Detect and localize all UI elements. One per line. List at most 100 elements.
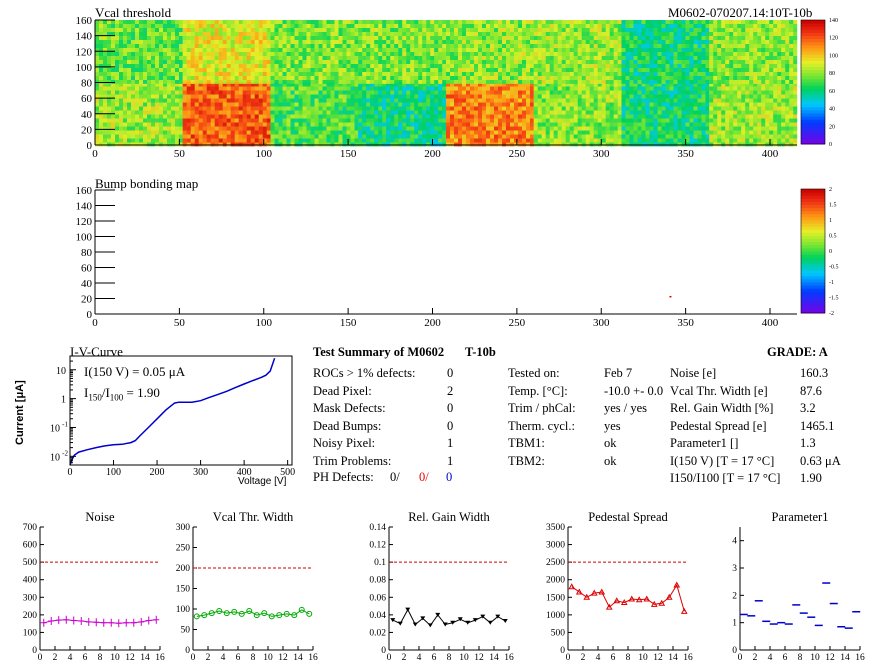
pixel-cell <box>143 64 147 68</box>
pixel-cell <box>418 90 423 95</box>
pixel-cell <box>210 40 215 44</box>
pixel-cell <box>290 90 295 95</box>
pixel-cell <box>306 82 311 87</box>
pixel-cell <box>354 76 359 80</box>
pixel-cell <box>641 20 646 24</box>
pixel-cell <box>769 102 774 107</box>
pixel-cell <box>406 64 411 68</box>
pixel-cell <box>645 126 650 131</box>
pixel-cell <box>254 64 259 68</box>
pixel-cell <box>605 44 610 48</box>
pixel-cell <box>478 60 482 64</box>
pixel-cell <box>246 90 251 95</box>
pixel-cell <box>725 114 730 119</box>
pixel-cell <box>522 134 526 139</box>
pixel-cell <box>537 64 542 68</box>
pixel-cell <box>182 24 187 28</box>
pixel-cell <box>450 52 454 56</box>
pixel-cell <box>326 64 331 68</box>
pixel-cell <box>306 106 311 111</box>
pixel-cell <box>242 20 247 24</box>
pixel-cell <box>390 24 395 28</box>
pixel-cell <box>530 44 534 48</box>
pixel-cell <box>322 90 327 95</box>
pixel-cell <box>386 130 391 135</box>
pixel-cell <box>346 64 351 68</box>
pixel-cell <box>713 90 718 95</box>
pixel-cell <box>103 122 107 127</box>
pixel-cell <box>518 118 522 123</box>
pixel-cell <box>526 102 530 107</box>
pixel-cell <box>581 134 586 139</box>
pixel-cell <box>689 138 694 143</box>
pixel-cell <box>593 130 598 135</box>
pixel-cell <box>593 76 598 80</box>
pixel-cell <box>258 130 263 135</box>
pixel-cell <box>159 44 163 48</box>
pixel-cell <box>406 110 411 115</box>
pixel-cell <box>482 130 486 135</box>
pixel-cell <box>458 90 462 95</box>
pixel-cell <box>565 86 570 91</box>
pixel-cell <box>753 90 758 95</box>
pixel-cell <box>115 68 119 72</box>
pixel-cell <box>202 28 207 32</box>
pixel-cell <box>561 94 566 99</box>
pixel-cell <box>526 122 530 127</box>
pixel-cell <box>318 68 323 72</box>
pixel-cell <box>601 122 606 127</box>
pixel-cell <box>573 64 578 68</box>
pixel-cell <box>246 130 251 135</box>
pixel-cell <box>657 94 662 99</box>
pixel-cell <box>434 134 439 139</box>
pixel-cell <box>298 68 303 72</box>
pixel-cell <box>254 86 259 91</box>
pixel-cell <box>310 98 315 103</box>
pixel-cell <box>374 56 379 60</box>
pixel-cell <box>577 64 582 68</box>
pixel-cell <box>111 28 115 32</box>
pixel-cell <box>242 52 247 56</box>
pixel-cell <box>179 48 183 52</box>
pixel-cell <box>274 86 279 91</box>
pixel-cell <box>306 110 311 115</box>
pixel-cell <box>458 86 462 91</box>
pixel-cell <box>302 86 307 91</box>
pixel-cell <box>127 40 131 44</box>
pixel-cell <box>318 94 323 99</box>
pixel-cell <box>454 106 458 111</box>
pixel-cell <box>653 86 658 91</box>
pixel-cell <box>334 44 339 48</box>
pixel-cell <box>222 106 227 111</box>
pixel-cell <box>402 90 407 95</box>
pixel-cell <box>414 82 419 87</box>
pixel-cell <box>665 98 670 103</box>
pixel-cell <box>549 102 554 107</box>
pixel-cell <box>737 122 742 127</box>
pixel-cell <box>514 72 518 76</box>
pixel-cell <box>182 114 187 119</box>
pixel-cell <box>230 106 235 111</box>
pixel-cell <box>506 134 510 139</box>
pixel-cell <box>131 114 135 119</box>
pixel-cell <box>151 118 155 123</box>
pixel-cell <box>198 130 203 135</box>
pixel-cell <box>306 24 311 28</box>
pixel-cell <box>466 80 470 84</box>
pixel-cell <box>569 130 574 135</box>
pixel-cell <box>202 64 207 68</box>
pixel-cell <box>573 44 578 48</box>
pixel-cell <box>593 98 598 103</box>
pixel-cell <box>382 36 387 40</box>
pixel-cell <box>230 32 235 36</box>
pixel-cell <box>482 32 486 36</box>
pixel-cell <box>386 28 391 32</box>
pixel-cell <box>378 114 383 119</box>
pixel-cell <box>334 36 339 40</box>
pixel-cell <box>557 20 562 24</box>
pixel-cell <box>370 130 375 135</box>
pixel-cell <box>107 20 111 24</box>
pixel-cell <box>382 98 387 103</box>
pixel-cell <box>605 138 610 143</box>
pixel-cell <box>139 52 143 56</box>
